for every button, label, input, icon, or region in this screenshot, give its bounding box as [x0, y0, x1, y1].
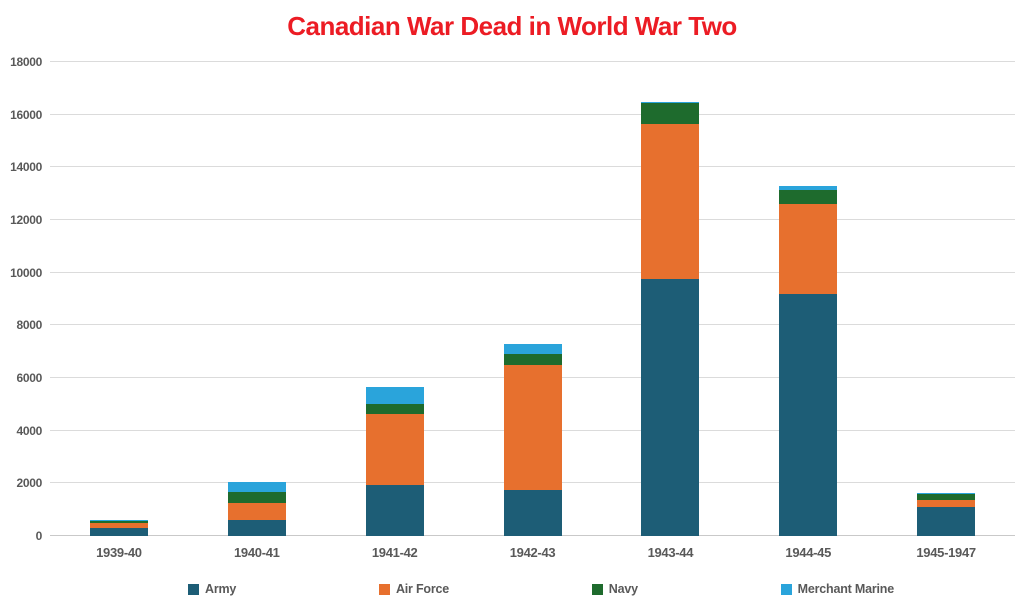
stacked-bar-1944-45 [779, 185, 838, 536]
bar-segment-merchant-marine-1944-45 [779, 185, 838, 190]
legend-item-navy: Navy [591, 582, 638, 596]
chart-title: Canadian War Dead in World War Two [287, 11, 737, 41]
legend-item-army: Army [188, 582, 236, 596]
bar-segment-navy-1942-43 [503, 353, 562, 365]
bar-segment-merchant-marine-1945-1947 [917, 492, 976, 494]
legend-swatch-icon [780, 583, 792, 595]
bar-segment-merchant-marine-1942-43 [503, 343, 562, 354]
legend: Army Air Force Navy Merchant Marine [188, 581, 894, 597]
legend-item-air-force: Air Force [378, 582, 450, 596]
legend-label: Navy [608, 582, 638, 596]
legend-label: Merchant Marine [797, 582, 895, 596]
y-tick-label-14000: 14000 [10, 160, 42, 175]
gridline-12000 [50, 219, 1015, 221]
y-tick-label-10000: 10000 [10, 265, 42, 280]
bar-segment-army-1942-43 [503, 489, 562, 536]
legend-item-merchant-marine: Merchant Marine [780, 582, 895, 596]
gridline-16000 [50, 113, 1015, 115]
bar-segment-army-1944-45 [779, 293, 838, 536]
x-axis-tick-labels: 1939-40 1940-41 1941-42 1942-43 1943-44 1944-… [50, 545, 1015, 563]
x-tick-label-1944-45: 1944-45 [785, 545, 832, 560]
stacked-bar-1939-40 [89, 520, 148, 536]
bar-segment-army-1941-42 [365, 484, 424, 536]
y-tick-label-2000: 2000 [16, 476, 43, 491]
bar-segment-air-force-1939-40 [89, 522, 148, 529]
bar-segment-air-force-1943-44 [641, 123, 700, 280]
bar-segment-navy-1944-45 [779, 189, 838, 205]
bar-segment-navy-1940-41 [227, 491, 286, 503]
legend-swatch-icon [378, 583, 390, 595]
gridline-14000 [50, 166, 1015, 168]
y-axis-tick-labels: 0 2000 4000 6000 8000 10000 12000 14000 16000 180… [0, 55, 43, 543]
x-tick-label-1940-41: 1940-41 [233, 545, 280, 560]
bar-segment-merchant-marine-1943-44 [641, 101, 700, 103]
bar-segment-army-1940-41 [227, 519, 286, 536]
stacked-bar-1940-41 [227, 481, 286, 536]
legend-label: Army [205, 582, 237, 596]
gridline-10000 [50, 271, 1015, 273]
stacked-bar-1943-44 [641, 101, 700, 536]
legend-label: Air Force [395, 582, 450, 596]
bar-slot-1941-42 [326, 62, 464, 536]
bar-slot-1944-45 [739, 62, 877, 536]
y-tick-label-0: 0 [35, 529, 43, 543]
x-tick-label-1942-43: 1942-43 [509, 545, 556, 560]
bar-segment-air-force-1944-45 [779, 204, 838, 294]
bar-segment-navy-1939-40 [89, 521, 148, 523]
bar-segment-navy-1943-44 [641, 102, 700, 124]
legend-swatch-icon [188, 583, 199, 595]
bar-slot-1945-1947 [877, 62, 1015, 536]
bar-segment-navy-1945-1947 [917, 493, 976, 501]
bar-segment-army-1945-1947 [917, 507, 976, 536]
bar-segment-army-1943-44 [641, 279, 700, 536]
x-tick-label-1945-1947: 1945-1947 [916, 545, 976, 560]
bar-slot-1939-40 [50, 62, 188, 536]
bar-segment-navy-1941-42 [365, 404, 424, 414]
bar-segment-merchant-marine-1941-42 [365, 387, 424, 405]
y-tick-label-16000: 16000 [10, 107, 42, 122]
stacked-bar-1945-1947 [917, 492, 976, 536]
gridline-18000 [50, 61, 1015, 62]
bar-slot-1942-43 [464, 62, 602, 536]
bar-segment-merchant-marine-1939-40 [89, 520, 148, 522]
stacked-bar-1941-42 [365, 387, 424, 536]
bar-segment-air-force-1942-43 [503, 364, 562, 490]
x-tick-label-1941-42: 1941-42 [371, 545, 418, 560]
bar-segment-air-force-1940-41 [227, 502, 286, 520]
y-tick-label-12000: 12000 [10, 212, 42, 227]
y-tick-label-6000: 6000 [16, 370, 43, 385]
y-tick-label-8000: 8000 [16, 318, 43, 333]
gridline-8000 [50, 324, 1015, 326]
plot-area [50, 61, 1015, 536]
y-tick-label-4000: 4000 [16, 423, 43, 438]
bar-segment-army-1939-40 [89, 528, 148, 536]
x-tick-label-1939-40: 1939-40 [96, 545, 142, 560]
bar-segment-air-force-1945-1947 [917, 500, 976, 508]
legend-swatch-icon [591, 583, 603, 595]
bar-slot-1940-41 [188, 62, 326, 536]
bar-segment-merchant-marine-1940-41 [227, 481, 286, 492]
x-tick-label-1943-44: 1943-44 [647, 545, 694, 560]
bars-layer [50, 62, 1015, 536]
bar-slot-1943-44 [601, 62, 739, 536]
y-tick-label-18000: 18000 [10, 55, 42, 69]
stacked-bar-1942-43 [503, 343, 562, 536]
bar-segment-air-force-1941-42 [365, 413, 424, 485]
